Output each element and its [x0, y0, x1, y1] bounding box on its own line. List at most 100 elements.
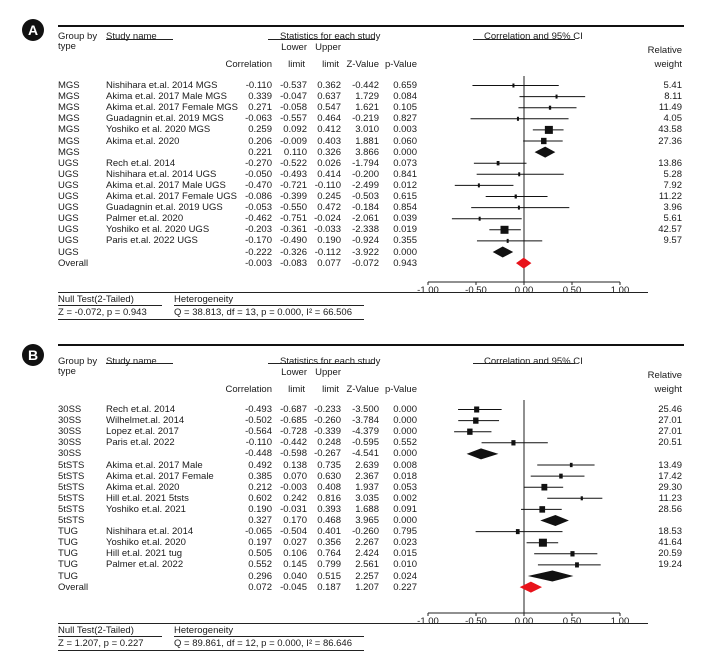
row-correlation: -0.270 — [245, 157, 272, 169]
header-upper-2: limit — [322, 59, 339, 70]
point-estimate-marker — [548, 105, 552, 110]
header-type: type — [58, 41, 76, 52]
row-group: UGS — [58, 168, 79, 180]
row-lower-limit: -0.009 — [280, 135, 307, 147]
row-relative-weight: 4.05 — [663, 113, 683, 125]
row-group: MGS — [58, 146, 80, 158]
header-correlation: Correlation — [225, 59, 272, 70]
row-study-name: Guadagnin et.al. 2019 UGS — [106, 202, 223, 214]
row-study-name: Hill et.al. 2021 tug — [106, 548, 183, 560]
heterogeneity-value: Q = 89.861, df = 12, p = 0.000, I² = 86.… — [174, 638, 352, 649]
row-p-value: 0.023 — [393, 537, 417, 549]
row-upper-limit: 0.408 — [317, 481, 341, 493]
row-correlation: -0.170 — [245, 235, 272, 247]
row-group: TUG — [58, 537, 79, 549]
row-upper-limit: 0.412 — [317, 124, 341, 136]
row-relative-weight: 3.96 — [663, 202, 683, 214]
header-p-value: p-Value — [384, 59, 417, 70]
row-correlation: -0.050 — [245, 168, 272, 180]
row-correlation: 0.505 — [248, 548, 272, 560]
null-test-value: Z = -0.072, p = 0.943 — [58, 307, 147, 318]
point-estimate-marker — [544, 125, 553, 134]
row-correlation: 0.327 — [248, 515, 272, 526]
row-z-value: -2.061 — [352, 213, 379, 225]
row-study-name: Paris et.al. 2022 UGS — [106, 235, 198, 247]
header-upper-1: Upper — [315, 42, 341, 53]
row-z-value: 3.035 — [355, 492, 379, 504]
forest-plot-panel-b: B Group by type Study name Statistics for ea… — [0, 338, 709, 655]
row-z-value: -0.184 — [352, 202, 379, 214]
header-upper-2: limit — [322, 384, 339, 395]
row-group: MGS — [58, 113, 80, 125]
row-group: 5tSTS — [58, 459, 85, 471]
row-group: 5tSTS — [58, 481, 85, 493]
row-lower-limit: -0.326 — [280, 246, 307, 258]
row-group: 30SS — [58, 448, 82, 460]
row-lower-limit: 0.110 — [283, 146, 307, 158]
forest-plot-svg — [427, 76, 621, 285]
row-correlation: 0.271 — [248, 102, 272, 114]
row-study-name: Nishihara et.al. 2014 MGS — [106, 80, 218, 91]
point-estimate-marker — [569, 462, 573, 468]
header-z-value: Z-Value — [346, 384, 379, 395]
row-study-name: Akima et.al. 2017 Female UGS — [106, 191, 237, 202]
header-lower-2: limit — [288, 59, 305, 70]
x-tick-label: -0.50 — [465, 616, 487, 627]
row-correlation: -0.110 — [245, 437, 272, 449]
row-relative-weight: 5.41 — [663, 80, 683, 91]
row-relative-weight: 5.61 — [663, 213, 683, 225]
row-correlation: 0.385 — [248, 470, 272, 482]
row-correlation: 0.072 — [248, 581, 272, 593]
row-lower-limit: -0.522 — [280, 157, 307, 169]
row-p-value: 0.615 — [393, 191, 417, 202]
row-lower-limit: 0.092 — [283, 124, 307, 136]
point-estimate-marker — [474, 406, 480, 413]
subtotal-diamond — [527, 570, 574, 582]
rule-line — [58, 344, 684, 346]
row-correlation: 0.602 — [248, 492, 272, 504]
row-upper-limit: 0.468 — [317, 515, 341, 526]
row-group: 30SS — [58, 415, 82, 427]
row-z-value: -0.595 — [352, 437, 379, 449]
x-tick-label: 0.50 — [562, 285, 582, 296]
row-relative-weight: 20.51 — [658, 437, 682, 449]
row-relative-weight: 29.30 — [658, 481, 682, 493]
row-p-value: 0.053 — [393, 481, 417, 493]
point-estimate-marker — [575, 562, 579, 568]
row-p-value: 0.012 — [393, 179, 417, 191]
row-study-name: Palmer et.al. 2020 — [106, 213, 184, 225]
row-z-value: -0.924 — [352, 235, 379, 247]
row-p-value: 0.827 — [393, 113, 417, 125]
row-relative-weight: 20.59 — [658, 548, 682, 560]
row-group: UGS — [58, 191, 79, 202]
row-relative-weight: 27.36 — [658, 135, 682, 147]
row-group: UGS — [58, 224, 79, 236]
row-group: UGS — [58, 235, 79, 247]
header-weight-1: Relative — [647, 45, 682, 56]
row-study-name: Rech et.al. 2014 — [106, 404, 176, 415]
row-study-name: Nishihara et.al. 2014 UGS — [106, 168, 217, 180]
row-upper-limit: -0.033 — [314, 224, 341, 236]
point-estimate-marker — [478, 216, 481, 221]
row-p-value: 0.060 — [393, 135, 417, 147]
row-relative-weight: 11.23 — [658, 492, 682, 504]
row-upper-limit: 0.248 — [317, 437, 341, 449]
row-upper-limit: -0.024 — [314, 213, 341, 225]
row-p-value: 0.002 — [393, 492, 417, 504]
rule-line — [58, 319, 364, 320]
row-z-value: 1.881 — [355, 135, 379, 147]
x-tick-label: -1.00 — [417, 616, 439, 627]
header-study-name: Study name — [106, 31, 157, 42]
row-lower-limit: 0.242 — [283, 492, 307, 504]
row-upper-limit: 0.414 — [317, 168, 341, 180]
row-p-value: 0.841 — [393, 168, 417, 180]
row-lower-limit: -0.490 — [280, 235, 307, 247]
row-z-value: 1.729 — [355, 91, 379, 103]
row-relative-weight: 11.22 — [658, 191, 682, 202]
row-z-value: -2.338 — [352, 224, 379, 236]
point-estimate-marker — [511, 440, 516, 446]
row-study-name: Yoshiko et.al. 2020 — [106, 537, 186, 549]
row-study-name: Guadagnin et.al. 2019 MGS — [106, 113, 224, 125]
row-relative-weight: 9.57 — [663, 235, 683, 247]
row-correlation: 0.259 — [248, 124, 272, 136]
